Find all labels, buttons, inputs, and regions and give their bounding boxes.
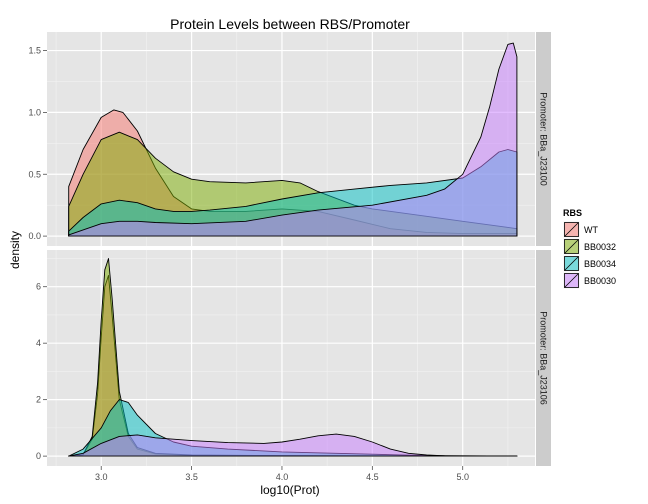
legend-key-slash	[564, 239, 579, 254]
legend-label-wt: WT	[584, 225, 598, 235]
legend-key-slash	[564, 222, 579, 237]
legend-label-bb0030: BB0030	[584, 276, 616, 286]
panel-2: 0 2 4 6 Promoter: BBa_J23106	[36, 250, 551, 466]
y-tick-label: 0.5	[28, 169, 41, 179]
legend-title: RBS	[563, 208, 582, 218]
y-tick-label: 2	[36, 395, 41, 405]
legend-key-slash	[564, 273, 579, 288]
y-tick-label: 6	[36, 282, 41, 292]
x-tick-label: 4.5	[366, 472, 379, 482]
density-area-bb0030	[68, 42, 518, 237]
x-tick-label: 4.0	[276, 472, 289, 482]
y-tick-label: 1.0	[28, 107, 41, 117]
y-tick-label: 0	[36, 451, 41, 461]
x-tick-label: 3.0	[95, 472, 108, 482]
y-tick-label: 4	[36, 338, 41, 348]
y-tick-label: 1.5	[28, 46, 41, 56]
density-area-bb0030	[68, 433, 518, 457]
facet-strip-label: Promoter: BBa_J23106	[539, 311, 549, 405]
x-axis-title: log10(Prot)	[260, 483, 319, 497]
chart-title: Protein Levels between RBS/Promoter	[170, 16, 410, 32]
facet-strip	[536, 32, 551, 246]
legend-label-bb0032: BB0032	[584, 242, 616, 252]
legend-key-slash	[564, 256, 579, 271]
facet-strip-label: Promoter: BBa_J23100	[539, 92, 549, 186]
facet-strip	[536, 250, 551, 466]
x-axis: 3.0 3.5 4.0 4.5 5.0	[95, 466, 469, 482]
y-tick-label: 0.0	[28, 231, 41, 241]
legend-label-bb0034: BB0034	[584, 259, 616, 269]
y-axis-title: density	[8, 231, 22, 269]
panel-1: 0.0 0.5 1.0 1.5 Promoter: BBa_J23100	[28, 32, 551, 246]
panels: 0.0 0.5 1.0 1.5 Promoter: BBa_J23100 0 2 4 6 Prom…	[28, 32, 551, 466]
x-tick-label: 3.5	[185, 472, 198, 482]
x-tick-label: 5.0	[456, 472, 469, 482]
